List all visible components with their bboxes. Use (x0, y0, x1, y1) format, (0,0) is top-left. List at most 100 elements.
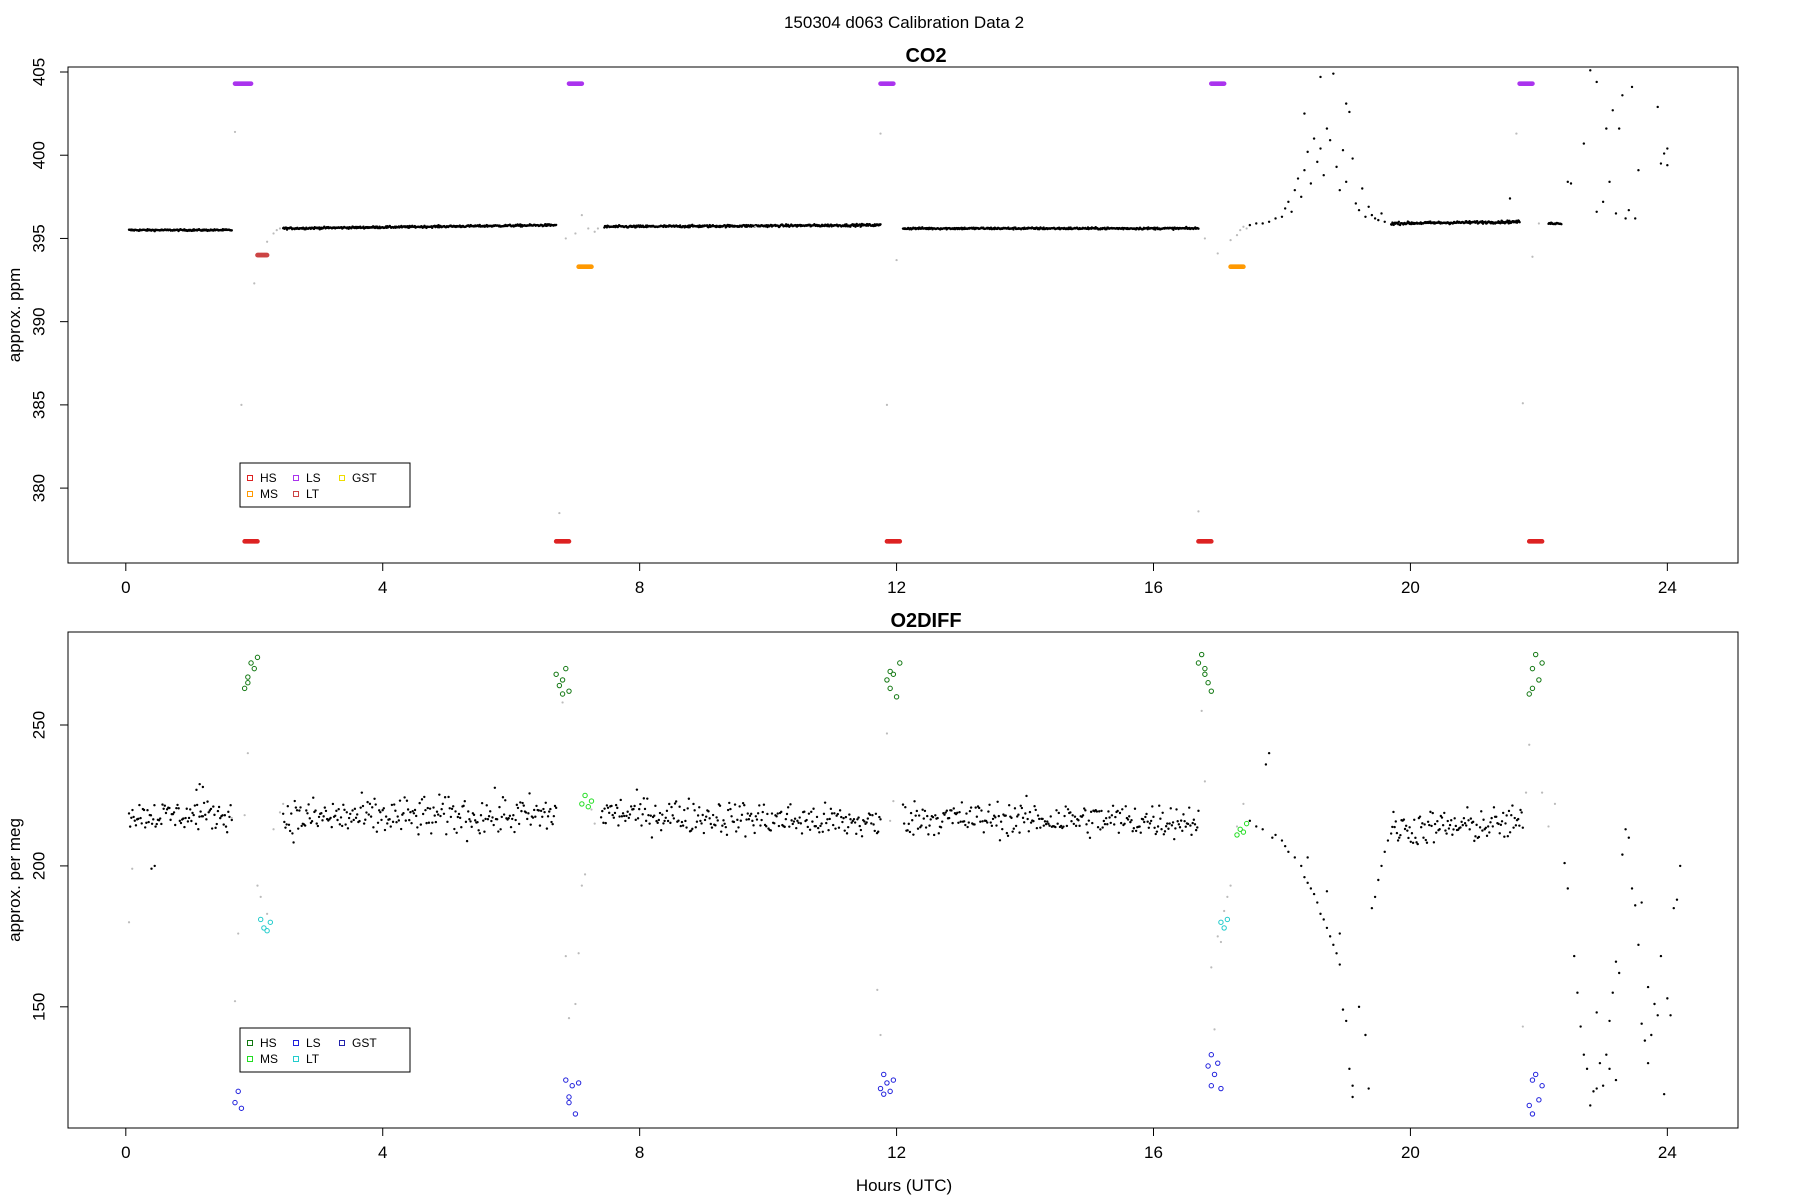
data-point (590, 808, 593, 811)
data-point (364, 818, 367, 821)
data-point (784, 817, 788, 821)
data-point (745, 818, 748, 821)
data-point (796, 819, 799, 823)
data-point (1643, 1039, 1647, 1042)
data-point (1234, 832, 1240, 838)
data-point (593, 822, 596, 825)
data-point (1589, 69, 1592, 72)
data-point (1196, 826, 1199, 829)
data-point (548, 810, 551, 813)
data-point (195, 788, 198, 792)
data-point (1335, 165, 1338, 169)
data-point (491, 816, 494, 819)
data-point (838, 809, 842, 812)
data-point (891, 81, 896, 86)
data-point (492, 823, 495, 827)
data-point (1354, 202, 1358, 205)
data-point (773, 822, 776, 825)
data-point (673, 802, 677, 805)
data-point (1529, 1077, 1536, 1083)
data-point (857, 816, 860, 819)
data-point (1466, 806, 1469, 809)
data-point (668, 802, 671, 806)
data-point (1473, 839, 1476, 843)
data-point (1154, 832, 1157, 836)
data-point (545, 827, 549, 830)
co2-x-tick-label: 24 (1658, 578, 1677, 597)
data-point (1418, 815, 1422, 818)
data-point (1283, 844, 1287, 848)
data-point (1059, 824, 1063, 828)
data-point (855, 222, 858, 226)
data-point (513, 830, 516, 834)
data-point (1481, 829, 1484, 832)
data-point (266, 240, 269, 243)
data-point (1429, 810, 1432, 814)
data-point (465, 839, 469, 843)
data-point (853, 821, 857, 824)
data-point (1532, 1071, 1539, 1078)
data-point (354, 816, 358, 820)
data-point (233, 130, 237, 134)
legend-label: HS (260, 1036, 277, 1050)
data-point (1514, 824, 1518, 827)
co2-y-tick-label: 380 (29, 474, 48, 502)
data-point (1209, 539, 1214, 544)
data-point (390, 803, 394, 807)
data-point (1290, 210, 1293, 214)
data-point (403, 796, 406, 799)
data-point (1027, 830, 1031, 833)
data-point (640, 824, 643, 827)
data-point (858, 824, 861, 828)
data-point (721, 824, 724, 827)
data-point (404, 819, 407, 822)
data-point (433, 814, 436, 817)
data-point (356, 813, 359, 816)
data-point (1143, 820, 1146, 824)
data-point (1208, 1083, 1215, 1089)
o2diff-legend-box (239, 1027, 411, 1073)
data-point (1243, 820, 1250, 827)
data-point (820, 822, 823, 825)
data-point (1666, 164, 1669, 167)
data-point (524, 811, 528, 814)
data-point (1524, 791, 1528, 794)
data-point (243, 814, 246, 817)
data-point (664, 816, 667, 820)
data-point (1168, 822, 1171, 825)
data-point (1121, 808, 1124, 811)
data-point (754, 815, 758, 818)
data-point (1438, 828, 1441, 831)
data-point (1218, 919, 1224, 925)
data-point (1114, 815, 1117, 819)
data-point (646, 797, 649, 800)
data-point (535, 804, 538, 808)
data-point (884, 677, 890, 683)
data-point (789, 803, 792, 806)
data-point (1280, 839, 1284, 842)
co2-plot-frame (67, 66, 1739, 564)
data-point (1482, 818, 1485, 821)
data-point (695, 820, 699, 823)
data-point (1033, 805, 1036, 808)
data-point (680, 820, 684, 824)
data-point (627, 816, 631, 820)
data-point (564, 237, 567, 240)
data-point (678, 805, 681, 808)
data-point (230, 229, 233, 232)
data-point (884, 1080, 890, 1086)
data-point (1608, 1019, 1611, 1023)
co2-title: CO2 (905, 45, 946, 67)
data-point (1057, 811, 1061, 815)
data-point (574, 1002, 577, 1006)
data-point (1397, 220, 1401, 224)
data-point (456, 815, 460, 819)
data-point (1175, 808, 1178, 811)
data-point (1414, 836, 1417, 840)
data-point (1226, 895, 1229, 899)
data-point (1389, 832, 1393, 835)
data-point (457, 812, 461, 816)
data-point (1287, 850, 1290, 854)
data-point (798, 816, 801, 819)
data-point (1147, 826, 1151, 829)
